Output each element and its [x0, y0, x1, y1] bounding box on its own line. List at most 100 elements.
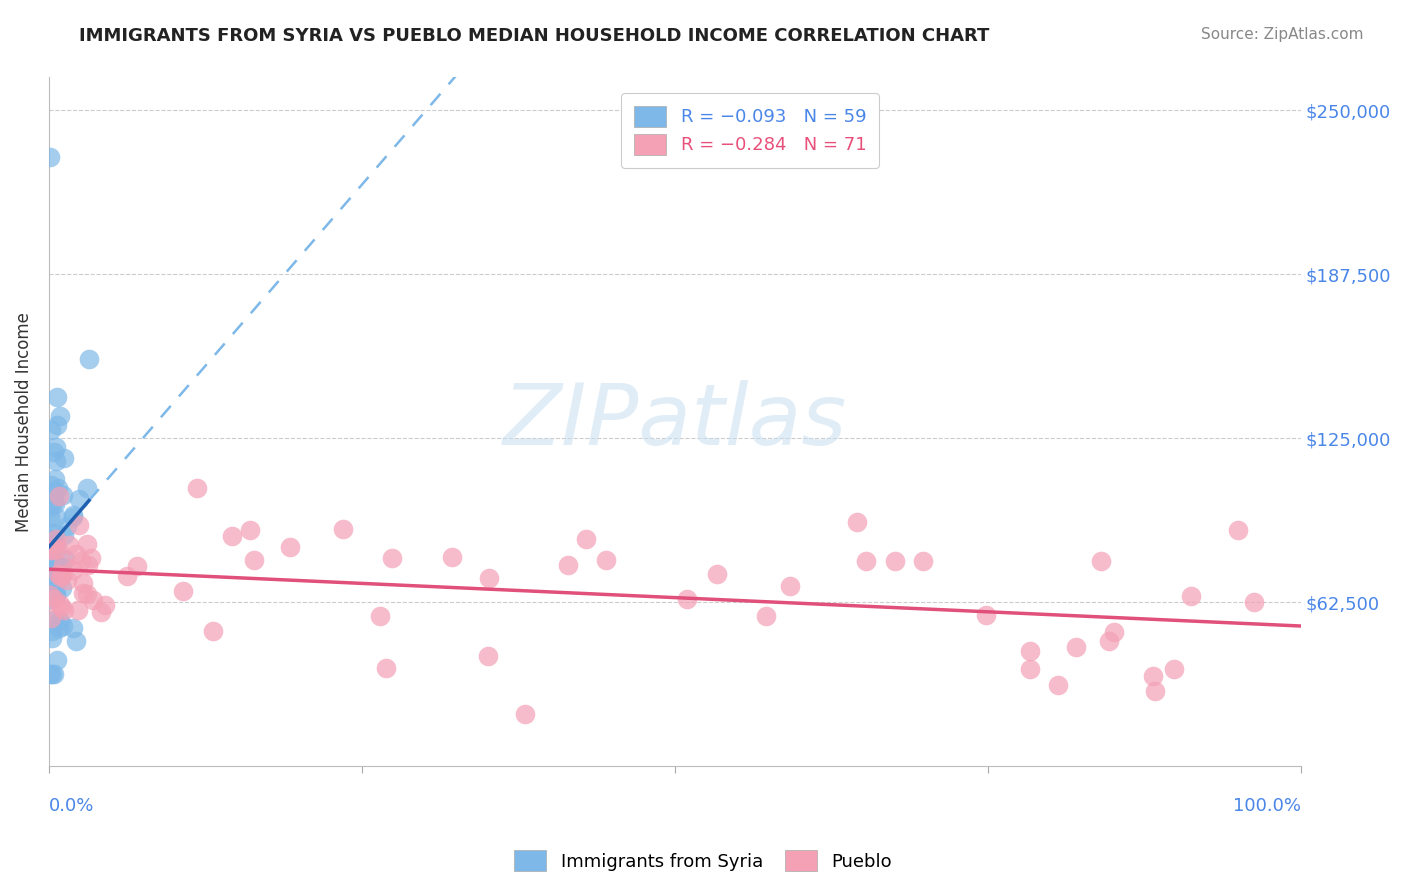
Point — [44, 525, 66, 540]
Point — [38, 535, 60, 549]
Point — [49, 409, 72, 423]
Point — [76, 558, 98, 572]
Point — [52, 603, 75, 617]
Point — [58, 538, 80, 552]
Point — [202, 624, 225, 638]
Point — [38, 532, 60, 546]
Point — [1046, 678, 1069, 692]
Point — [38, 500, 60, 515]
Point — [44, 555, 66, 569]
Point — [1064, 640, 1087, 654]
Point — [39, 424, 62, 438]
Point — [52, 451, 75, 466]
Y-axis label: Median Household Income: Median Household Income — [15, 312, 32, 532]
Point — [884, 554, 907, 568]
Point — [42, 583, 65, 598]
Point — [72, 586, 94, 600]
Point — [42, 543, 65, 558]
Point — [1243, 595, 1265, 609]
Point — [62, 509, 84, 524]
Point — [42, 613, 65, 627]
Point — [41, 631, 63, 645]
Point — [42, 667, 65, 681]
Text: ZIPatlas: ZIPatlas — [503, 380, 846, 463]
Point — [53, 552, 76, 566]
Point — [706, 567, 728, 582]
Point — [243, 553, 266, 567]
Point — [46, 542, 69, 557]
Point — [51, 600, 73, 615]
Point — [42, 570, 65, 584]
Point — [1142, 669, 1164, 683]
Point — [911, 554, 934, 568]
Point — [513, 706, 536, 721]
Point — [1097, 633, 1119, 648]
Point — [46, 482, 69, 496]
Point — [42, 591, 65, 606]
Point — [44, 556, 66, 570]
Point — [125, 559, 148, 574]
Point — [44, 564, 66, 578]
Point — [62, 562, 84, 576]
Point — [49, 570, 72, 584]
Point — [368, 608, 391, 623]
Point — [575, 532, 598, 546]
Point — [65, 633, 87, 648]
Point — [45, 653, 67, 667]
Point — [41, 558, 63, 573]
Point — [52, 488, 75, 502]
Point — [39, 542, 62, 557]
Point — [39, 151, 62, 165]
Point — [332, 522, 354, 536]
Point — [72, 575, 94, 590]
Text: Source: ZipAtlas.com: Source: ZipAtlas.com — [1201, 27, 1364, 42]
Point — [39, 611, 62, 625]
Point — [441, 549, 464, 564]
Point — [55, 573, 77, 587]
Point — [557, 558, 579, 573]
Point — [76, 537, 98, 551]
Text: IMMIGRANTS FROM SYRIA VS PUEBLO MEDIAN HOUSEHOLD INCOME CORRELATION CHART: IMMIGRANTS FROM SYRIA VS PUEBLO MEDIAN H… — [79, 27, 990, 45]
Point — [845, 515, 868, 529]
Point — [41, 591, 63, 606]
Point — [42, 566, 65, 581]
Point — [48, 489, 70, 503]
Point — [67, 518, 90, 533]
Point — [239, 523, 262, 537]
Point — [44, 494, 66, 508]
Point — [172, 584, 194, 599]
Legend: Immigrants from Syria, Pueblo: Immigrants from Syria, Pueblo — [506, 843, 900, 879]
Point — [478, 571, 501, 585]
Point — [49, 559, 72, 574]
Point — [221, 529, 243, 543]
Point — [1019, 662, 1042, 676]
Point — [278, 540, 301, 554]
Point — [56, 519, 79, 533]
Point — [45, 418, 67, 433]
Point — [1180, 589, 1202, 603]
Point — [45, 532, 67, 546]
Point — [39, 510, 62, 524]
Point — [595, 552, 617, 566]
Point — [49, 597, 72, 611]
Point — [45, 586, 67, 600]
Point — [42, 488, 65, 502]
Point — [90, 605, 112, 619]
Point — [62, 508, 84, 522]
Point — [381, 550, 404, 565]
Point — [45, 440, 67, 454]
Point — [80, 551, 103, 566]
Point — [755, 609, 778, 624]
Text: 0.0%: 0.0% — [49, 797, 94, 814]
Point — [45, 539, 67, 553]
Point — [46, 566, 69, 581]
Point — [44, 567, 66, 582]
Point — [1143, 684, 1166, 698]
Point — [1019, 644, 1042, 658]
Point — [39, 588, 62, 602]
Point — [48, 613, 70, 627]
Point — [53, 527, 76, 541]
Point — [93, 599, 115, 613]
Point — [44, 472, 66, 486]
Point — [76, 587, 98, 601]
